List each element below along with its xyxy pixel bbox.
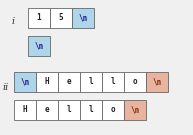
Bar [58, 100, 80, 120]
Text: o: o [133, 77, 137, 87]
Text: \n: \n [20, 77, 30, 87]
Text: \n: \n [152, 77, 162, 87]
Text: l: l [89, 105, 93, 114]
Bar [28, 8, 50, 28]
Text: ii: ii [3, 84, 9, 92]
Bar [102, 72, 124, 92]
Text: 1: 1 [37, 14, 41, 23]
Bar [36, 100, 58, 120]
Bar [28, 36, 50, 56]
Bar [36, 72, 58, 92]
Bar [124, 72, 146, 92]
Bar [50, 8, 72, 28]
Bar [58, 72, 80, 92]
Text: o: o [111, 105, 115, 114]
Bar [124, 100, 146, 120]
Bar [80, 100, 102, 120]
Text: \n: \n [34, 41, 44, 50]
Bar [80, 72, 102, 92]
Bar [14, 100, 36, 120]
Text: 5: 5 [59, 14, 63, 23]
Text: l: l [67, 105, 71, 114]
Text: H: H [45, 77, 49, 87]
Bar [146, 72, 168, 92]
Text: l: l [89, 77, 93, 87]
Text: i: i [11, 18, 14, 26]
Text: e: e [67, 77, 71, 87]
Text: l: l [111, 77, 115, 87]
Bar [102, 100, 124, 120]
Bar [72, 8, 94, 28]
Text: \n: \n [130, 105, 140, 114]
Bar [14, 72, 36, 92]
Text: \n: \n [78, 14, 88, 23]
Text: H: H [23, 105, 27, 114]
Text: e: e [45, 105, 49, 114]
